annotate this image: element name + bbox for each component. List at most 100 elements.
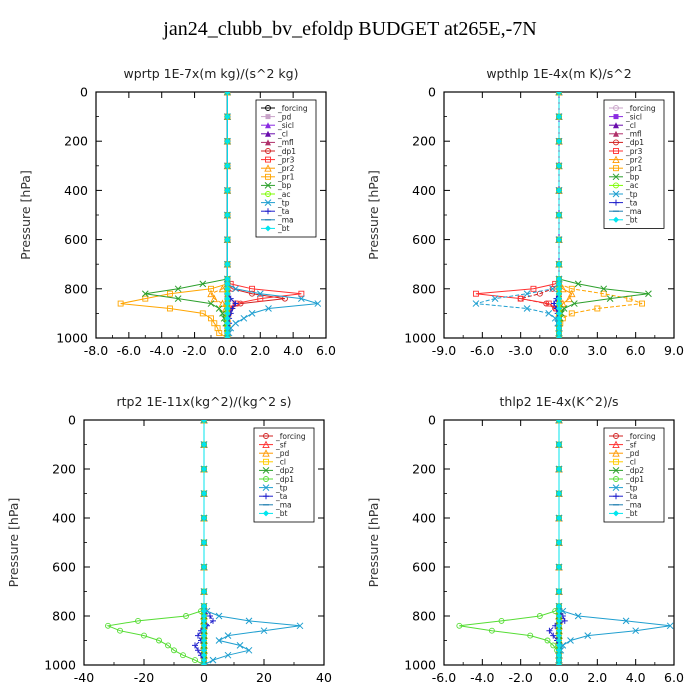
data-point xyxy=(232,300,239,307)
data-point xyxy=(622,617,630,625)
data-point xyxy=(556,320,562,327)
y-tick-label: 400 xyxy=(412,511,436,526)
x-tick-label: -6.0 xyxy=(117,343,141,358)
data-point xyxy=(199,310,206,317)
data-point xyxy=(201,539,207,546)
x-tick-label: 4.0 xyxy=(626,670,646,685)
series-line-dp1 xyxy=(520,92,560,338)
data-point xyxy=(556,420,562,423)
y-tick-label: 200 xyxy=(52,462,76,477)
data-point xyxy=(565,294,573,303)
data-point xyxy=(556,113,562,120)
x-tick-label: 2.0 xyxy=(587,670,607,685)
legend-marker xyxy=(613,458,619,465)
data-point xyxy=(556,325,562,332)
legend-entry: _tp xyxy=(625,483,638,492)
data-point xyxy=(201,564,207,570)
y-tick-label: 0 xyxy=(80,85,88,100)
data-point xyxy=(201,441,207,448)
y-tick-label: 200 xyxy=(64,134,88,149)
data-point xyxy=(491,295,499,302)
data-point xyxy=(209,656,217,664)
legend-entry: _sicl xyxy=(277,121,294,130)
legend-entry: _ac xyxy=(277,190,290,199)
data-point xyxy=(568,289,576,298)
legend-entry: _bp xyxy=(625,173,640,182)
series-line-dp1 xyxy=(106,420,205,665)
legend-marker xyxy=(265,208,271,215)
data-point xyxy=(195,647,201,654)
legend-entry: _pr2 xyxy=(625,155,643,164)
data-point xyxy=(201,652,207,659)
legend-marker xyxy=(613,433,619,439)
data-point xyxy=(224,334,231,338)
data-point xyxy=(201,632,207,639)
data-point xyxy=(201,613,207,619)
data-point xyxy=(192,642,198,649)
data-point xyxy=(556,187,562,194)
data-point xyxy=(314,300,322,307)
data-point xyxy=(224,300,231,307)
legend-entry: _pr1 xyxy=(277,173,295,182)
data-point xyxy=(556,290,562,297)
y-tick-label: 400 xyxy=(412,183,436,198)
legend-box xyxy=(253,427,315,523)
data-point xyxy=(218,284,227,293)
x-tick-label: 6.0 xyxy=(316,343,336,358)
x-tick-label: 2.0 xyxy=(250,343,270,358)
data-point xyxy=(224,330,231,337)
data-point xyxy=(556,603,562,610)
data-point xyxy=(141,290,149,298)
legend-marker xyxy=(265,225,271,232)
legend-entry: _forcing xyxy=(625,104,656,113)
data-point xyxy=(556,295,562,302)
x-tick-label: 20 xyxy=(256,670,272,685)
y-tick-label: 1000 xyxy=(44,658,76,673)
data-point xyxy=(224,187,231,194)
legend-entry: _dp1 xyxy=(275,475,294,484)
data-point xyxy=(240,314,248,322)
legend-marker xyxy=(613,165,619,172)
data-point xyxy=(224,325,231,332)
legend-marker xyxy=(613,122,619,129)
data-point xyxy=(472,290,479,297)
legend-marker xyxy=(613,148,619,154)
data-point xyxy=(556,652,562,659)
data-point xyxy=(215,305,223,312)
data-point xyxy=(555,334,563,338)
y-tick-label: 600 xyxy=(52,560,76,575)
legend-entry: _ta xyxy=(277,207,289,216)
data-point xyxy=(201,608,207,615)
legend-entry: _pr2 xyxy=(277,164,295,173)
page-title: jan24_clubb_bv_efoldp BUDGET at265E,-7N xyxy=(163,18,537,40)
y-tick-label: 600 xyxy=(412,560,436,575)
data-point xyxy=(174,285,182,293)
data-point xyxy=(199,280,207,288)
y-tick-label: 1000 xyxy=(404,658,436,673)
data-point xyxy=(556,92,562,95)
legend-marker xyxy=(612,440,620,449)
data-point xyxy=(550,632,557,639)
x-tick-label: -9.0 xyxy=(432,343,456,358)
legend-entry: _ma xyxy=(625,501,642,510)
data-point xyxy=(556,490,562,497)
legend-marker xyxy=(263,458,269,465)
legend-entry: _dp1 xyxy=(277,147,296,156)
data-point xyxy=(606,295,614,302)
legend-marker xyxy=(613,139,619,146)
data-point xyxy=(224,651,232,659)
series-group xyxy=(472,92,652,338)
data-point xyxy=(556,657,562,664)
legend-marker xyxy=(262,440,270,449)
data-point xyxy=(536,613,543,619)
series-line-dp1 xyxy=(459,420,560,665)
data-point xyxy=(224,295,231,302)
data-point xyxy=(260,627,268,635)
legend-marker xyxy=(612,467,620,474)
data-point xyxy=(215,612,223,620)
data-point xyxy=(208,315,214,322)
y-tick-label: 400 xyxy=(52,511,76,526)
data-point xyxy=(556,622,562,629)
legend-marker xyxy=(263,433,269,439)
